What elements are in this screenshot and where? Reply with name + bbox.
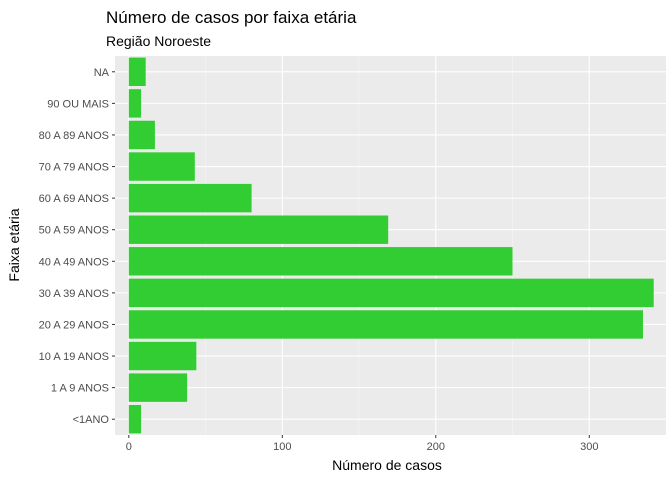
bar	[128, 152, 195, 181]
bars	[128, 57, 654, 434]
y-tick-label: 40 A 49 ANOS	[39, 256, 109, 268]
bar	[128, 278, 654, 308]
bar	[128, 183, 252, 213]
chart-subtitle: Região Noroeste	[106, 33, 211, 49]
y-tick-label: 20 A 29 ANOS	[39, 319, 109, 331]
bar	[128, 57, 146, 87]
y-axis: <1ANO 1 A 9 ANOS 10 A 19 ANOS 20 A 29 ANOS 3…	[39, 67, 115, 426]
bar	[128, 373, 188, 402]
y-tick-label: 50 A 59 ANOS	[39, 225, 109, 237]
y-tick-label: 70 A 79 ANOS	[39, 162, 109, 174]
chart-title: Número de casos por faixa etária	[106, 8, 357, 27]
bar	[128, 247, 513, 276]
grid-minor	[205, 56, 513, 435]
x-tick-label: 0	[126, 441, 132, 453]
y-tick-label: <1ANO	[73, 414, 110, 426]
y-tick-label: 60 A 69 ANOS	[39, 193, 109, 205]
bar	[128, 404, 142, 434]
x-axis: 0 100 200 300	[126, 435, 598, 453]
bar	[128, 120, 155, 150]
x-axis-title: Número de casos	[332, 457, 442, 473]
bar	[128, 310, 643, 339]
x-tick-label: 300	[580, 441, 598, 453]
y-tick-label: 30 A 39 ANOS	[39, 288, 109, 300]
x-tick-label: 100	[273, 441, 291, 453]
y-tick-label: 90 OU MAIS	[47, 98, 109, 110]
bar	[128, 89, 142, 118]
y-tick-label: 10 A 19 ANOS	[39, 351, 109, 363]
y-tick-label: 1 A 9 ANOS	[51, 383, 109, 395]
x-tick-label: 200	[427, 441, 445, 453]
y-tick-label: 80 A 89 ANOS	[39, 130, 109, 142]
bar	[128, 341, 197, 371]
y-tick-label: NA	[94, 67, 110, 79]
y-axis-title: Faixa etária	[6, 208, 22, 281]
plot-panel	[115, 56, 666, 435]
bar	[128, 215, 389, 244]
